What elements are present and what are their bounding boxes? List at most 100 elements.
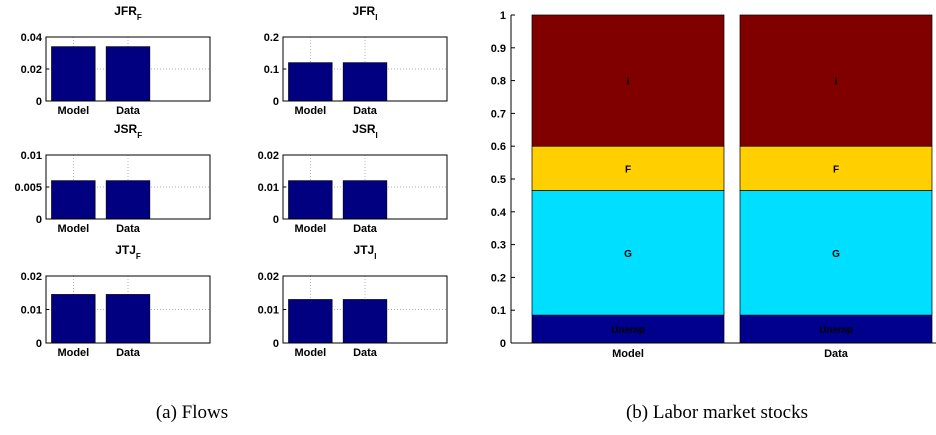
segment-f-model	[531, 145, 725, 191]
segment-i-model	[531, 14, 725, 147]
panel-title-main: JSR	[114, 122, 138, 136]
bar-model	[288, 299, 333, 344]
x-tick-label-model: Model	[294, 223, 326, 235]
panel-title-subscript: I	[374, 252, 376, 261]
y-tick-label: 0.1	[264, 64, 279, 76]
x-tick-label-model: Model	[57, 347, 89, 359]
segment-g-data	[739, 190, 933, 316]
y-tick-label: 0.02	[258, 271, 279, 283]
bar-model	[288, 62, 333, 102]
y-tick-label: 0.3	[491, 240, 506, 252]
x-tick-label-data: Data	[116, 223, 141, 235]
bar-data	[342, 62, 388, 102]
panel-title-subscript: F	[136, 252, 141, 261]
panel-title: JFRI	[353, 4, 378, 22]
chart-jsr-f: 0 0.005 0.01 Model Data JSRF	[14, 122, 211, 235]
segment-label-g: G	[624, 249, 632, 260]
bar-model	[51, 180, 96, 220]
segment-label-unemp: Unemp	[611, 325, 645, 336]
y-tick-label: 0.7	[491, 108, 506, 120]
panel-title: JSRI	[352, 122, 378, 140]
y-tick-label: 0.01	[21, 305, 42, 317]
y-tick-label: 0.2	[491, 272, 506, 284]
y-tick-label: 0.01	[21, 150, 42, 162]
y-tick-label: 0.8	[491, 76, 506, 88]
panel-title-subscript: F	[137, 131, 142, 140]
bar-model	[51, 46, 96, 102]
segment-unemp-data	[739, 314, 933, 344]
y-tick-label: 0	[273, 96, 279, 108]
y-tick-label: 0	[500, 338, 506, 350]
y-tick-label: 0.02	[21, 64, 42, 76]
bar-model	[288, 180, 333, 220]
segment-label-i: I	[835, 77, 838, 88]
x-tick-label-model: Model	[57, 105, 89, 117]
panel-title: JFRF	[114, 4, 142, 22]
y-tick-label: 0	[36, 214, 42, 226]
segment-label-i: I	[627, 77, 630, 88]
chart-jtj-i: 0 0.01 0.02 Model Data JTJI	[258, 243, 448, 359]
y-tick-label: 0.9	[491, 43, 506, 55]
chart-jsr-i: 0 0.01 0.02 Model Data JSRI	[258, 122, 448, 235]
chart-jfr-i: 0 0.1 0.2 Model Data JFRI	[264, 4, 448, 117]
y-tick-label: 0.005	[14, 182, 42, 194]
bar-data	[105, 180, 151, 220]
y-tick-label: 0.1	[491, 305, 506, 317]
chart-jtj-f: 0 0.01 0.02 Model Data JTJF	[21, 243, 211, 359]
y-tick-label: 0.02	[258, 150, 279, 162]
y-tick-label: 0	[273, 214, 279, 226]
stocks-chart: Unemp G F I Model Unemp G F I Data 0 0.1 0.2 0.3 0.4 0.…	[491, 10, 936, 360]
bar-data	[342, 180, 388, 220]
segment-label-g: G	[832, 249, 840, 260]
panel-title-main: JFR	[114, 4, 137, 18]
panel-title: JTJF	[115, 243, 141, 261]
x-tick-label-data: Data	[353, 105, 378, 117]
bar-model	[51, 294, 96, 344]
panel-title-subscript: I	[375, 13, 377, 22]
x-tick-label-data: Data	[116, 347, 141, 359]
x-tick-label-model: Model	[294, 105, 326, 117]
segment-g-model	[531, 190, 725, 316]
panel-title-main: JSR	[352, 122, 376, 136]
x-tick-label-model: Model	[57, 223, 89, 235]
y-tick-label: 1	[500, 10, 506, 22]
segment-unemp-model	[531, 314, 725, 344]
y-tick-label: 0.4	[491, 207, 507, 219]
segment-label-unemp: Unemp	[819, 325, 853, 336]
y-tick-label: 0.5	[491, 174, 506, 186]
segment-label-f: F	[833, 164, 839, 175]
x-tick-label-data: Data	[353, 223, 378, 235]
y-tick-label: 0.01	[258, 305, 279, 317]
bar-data	[105, 294, 151, 344]
panel-title: JSRF	[114, 122, 142, 140]
y-tick-label: 0.6	[491, 141, 506, 153]
panel-title-main: JFR	[353, 4, 376, 18]
panel-title-subscript: F	[137, 13, 142, 22]
x-tick-label-data: Data	[116, 105, 141, 117]
panel-title-main: JTJ	[115, 243, 136, 257]
y-tick-label: 0.01	[258, 182, 279, 194]
y-tick-label: 0.02	[21, 271, 42, 283]
x-tick-label-model: Model	[612, 348, 644, 360]
x-tick-label-data: Data	[824, 348, 849, 360]
segment-i-data	[739, 14, 933, 147]
x-tick-label-model: Model	[294, 347, 326, 359]
chart-jfr-f: 0 0.02 0.04 Model Data JFRF	[21, 4, 211, 117]
segment-f-data	[739, 145, 933, 191]
panel-title-subscript: I	[376, 131, 378, 140]
segment-label-f: F	[625, 164, 631, 175]
bar-data	[342, 299, 388, 344]
panel-title: JTJI	[354, 243, 377, 261]
caption-flows: (a) Flows	[156, 402, 228, 423]
x-tick-label-data: Data	[353, 347, 378, 359]
y-tick-label: 0	[273, 338, 279, 350]
bar-data	[105, 46, 151, 102]
y-tick-label: 0.2	[264, 32, 279, 44]
caption-stocks: (b) Labor market stocks	[626, 402, 808, 423]
y-tick-label: 0	[36, 96, 42, 108]
y-tick-label: 0	[36, 338, 42, 350]
y-tick-label: 0.04	[21, 32, 43, 44]
panel-title-main: JTJ	[354, 243, 375, 257]
